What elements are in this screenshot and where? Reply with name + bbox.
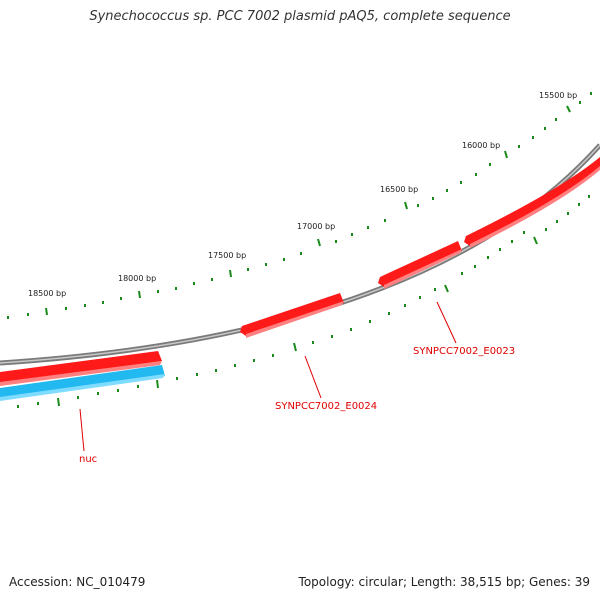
- gene-synpcc7002-e0023[interactable]: [378, 241, 462, 289]
- gene-label-synpcc7002-e0023: SYNPCC7002_E0023: [413, 346, 515, 357]
- tick-label-18500: 18500 bp: [28, 289, 66, 298]
- gene-nuc-forward-block[interactable]: [0, 351, 162, 386]
- gene-label-nuc: nuc: [79, 454, 97, 465]
- gene-leader-lines: [79, 301, 457, 452]
- leader-line-nuc: [79, 408, 85, 452]
- leader-line-e0023: [436, 301, 457, 344]
- outer-tick-scale: [7, 92, 592, 319]
- leader-line-e0024: [304, 355, 322, 399]
- map-title: Synechococcus sp. PCC 7002 plasmid pAQ5,…: [89, 9, 511, 24]
- inner-tick-scale: [17, 195, 590, 408]
- tick-label-18000: 18000 bp: [118, 274, 156, 283]
- tick-label-17000: 17000 bp: [297, 222, 335, 231]
- tick-label-16500: 16500 bp: [380, 185, 418, 194]
- tick-label-17500: 17500 bp: [208, 251, 246, 260]
- tick-label-15500: 15500 bp: [539, 91, 577, 100]
- gene-synpcc7002-e0024[interactable]: [240, 293, 344, 338]
- gene-nuc[interactable]: [0, 365, 165, 401]
- tick-label-16000: 16000 bp: [462, 141, 500, 150]
- gene-upstream-forward[interactable]: [464, 157, 600, 248]
- topology-summary: Topology: circular; Length: 38,515 bp; G…: [298, 575, 590, 589]
- gene-label-synpcc7002-e0024: SYNPCC7002_E0024: [275, 401, 377, 412]
- accession-text: Accession: NC_010479: [9, 575, 146, 589]
